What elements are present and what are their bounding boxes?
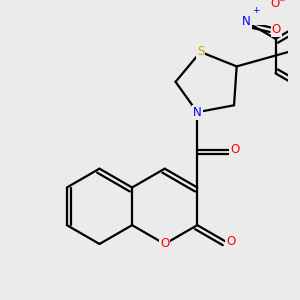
Text: +: + bbox=[252, 6, 259, 15]
Text: N: N bbox=[193, 106, 202, 119]
Text: O: O bbox=[230, 143, 239, 156]
Text: N: N bbox=[242, 15, 250, 28]
Text: S: S bbox=[197, 45, 204, 58]
Text: O: O bbox=[160, 238, 169, 250]
Text: O: O bbox=[272, 23, 281, 36]
Text: O⁻: O⁻ bbox=[270, 0, 286, 10]
Text: O: O bbox=[226, 235, 235, 248]
